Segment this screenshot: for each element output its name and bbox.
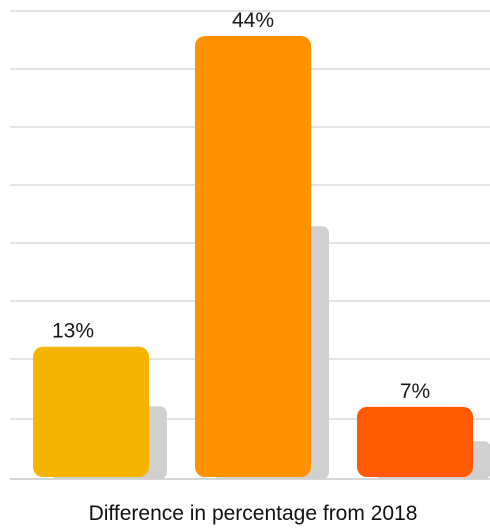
bar <box>33 346 149 477</box>
data-label: 13% <box>52 320 94 343</box>
value-labels: 13% 44% 7% <box>52 9 430 403</box>
bar <box>195 36 311 477</box>
bars <box>33 36 473 477</box>
x-axis-title: Difference in percentage from 2018 <box>89 502 418 525</box>
data-label: 7% <box>400 380 430 403</box>
data-label: 44% <box>232 9 274 32</box>
bar <box>357 406 473 477</box>
